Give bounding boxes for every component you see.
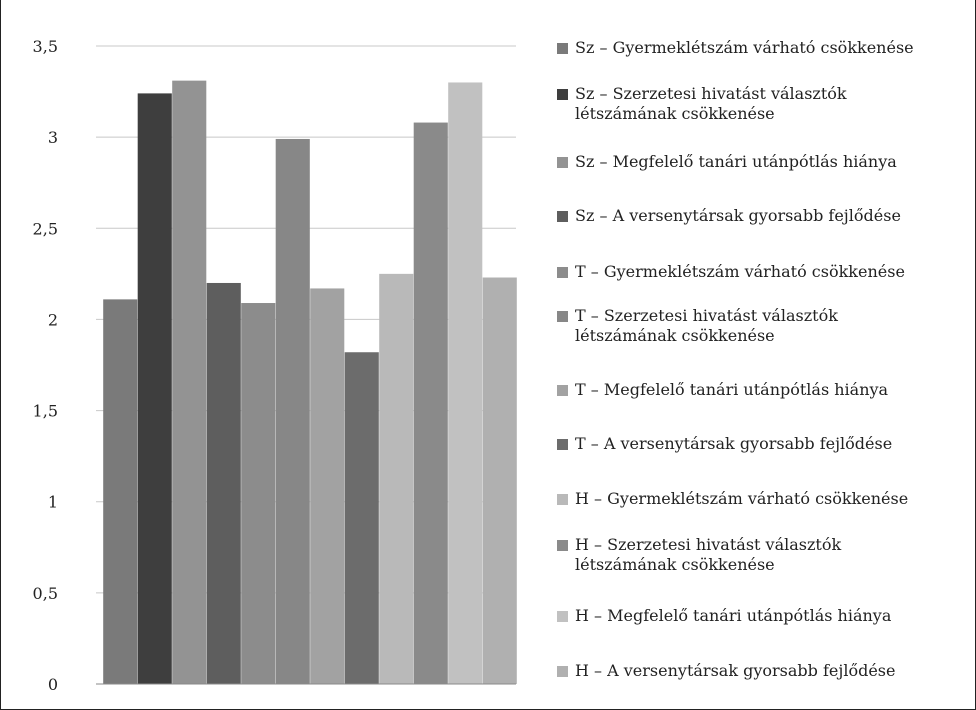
legend-label-line: létszámának csökkenése xyxy=(575,104,775,123)
bar-11 xyxy=(448,82,483,684)
legend-label-line: Sz – Szerzetesi hivatást választók xyxy=(575,84,847,103)
legend-item: H – Szerzetesi hivatást választók létszám… xyxy=(557,535,973,575)
legend-label-line: létszámának csökkenése xyxy=(575,326,775,345)
bar-1 xyxy=(103,299,138,684)
legend-swatch xyxy=(557,89,568,100)
legend-swatch xyxy=(557,611,568,622)
legend-label-line: Sz – Gyermeklétszám várható csökkenése xyxy=(575,38,914,57)
legend-label: Sz – Megfelelő tanári utánpótlás hiánya xyxy=(575,152,973,172)
legend-label-line: T – A versenytársak gyorsabb fejlődése xyxy=(575,434,893,453)
bar-10 xyxy=(413,122,448,684)
y-tick-label: 2,5 xyxy=(33,219,58,238)
y-tick-label: 0,5 xyxy=(33,584,58,603)
legend-label-line: T – Megfelelő tanári utánpótlás hiánya xyxy=(575,380,889,399)
y-tick-label: 1,5 xyxy=(33,402,58,421)
legend-swatch xyxy=(557,267,568,278)
legend-swatch xyxy=(557,494,568,505)
legend-item: T – Gyermeklétszám várható csökkenése xyxy=(557,262,973,282)
legend-label-line: H – Szerzetesi hivatást választók xyxy=(575,535,842,554)
legend-swatch xyxy=(557,157,568,168)
legend-item: Sz – A versenytársak gyorsabb fejlődése xyxy=(557,206,973,226)
legend-swatch xyxy=(557,311,568,322)
legend-label: H – Szerzetesi hivatást választók létszám… xyxy=(575,535,973,575)
legend-label-line: Sz – A versenytársak gyorsabb fejlődése xyxy=(575,206,901,225)
legend-swatch xyxy=(557,43,568,54)
legend-label: H – Megfelelő tanári utánpótlás hiánya xyxy=(575,606,973,626)
legend-label: T – Megfelelő tanári utánpótlás hiánya xyxy=(575,380,973,400)
legend-label: H – A versenytársak gyorsabb fejlődése xyxy=(575,661,973,681)
legend-label: H – Gyermeklétszám várható csökkenése xyxy=(575,489,973,509)
legend-label: Sz – A versenytársak gyorsabb fejlődése xyxy=(575,206,973,226)
legend-item: Sz – Gyermeklétszám várható csökkenése xyxy=(557,38,973,58)
legend-swatch xyxy=(557,385,568,396)
legend-swatch xyxy=(557,439,568,450)
legend-label-line: létszámának csökkenése xyxy=(575,555,775,574)
y-tick-label: 3 xyxy=(48,128,58,147)
bar-8 xyxy=(344,352,379,684)
y-tick-label: 1 xyxy=(48,493,58,512)
legend-label: T – Szerzetesi hivatást választók létszám… xyxy=(575,306,973,346)
bars xyxy=(103,80,517,685)
bar-12 xyxy=(482,277,517,684)
bar-3 xyxy=(172,80,207,685)
legend-item: Sz – Megfelelő tanári utánpótlás hiánya xyxy=(557,152,973,172)
bar-2 xyxy=(137,93,172,684)
bar-chart: 0 0,5 1 1,5 2 2,5 3 3,5 xyxy=(33,37,517,694)
legend-swatch xyxy=(557,666,568,677)
y-axis-ticks: 0 0,5 1 1,5 2 2,5 3 3,5 xyxy=(33,37,58,694)
bar-5 xyxy=(241,303,276,684)
legend-item: T – A versenytársak gyorsabb fejlődése xyxy=(557,434,973,454)
legend-label: Sz – Szerzetesi hivatást választók létszá… xyxy=(575,84,973,124)
bar-4 xyxy=(206,282,241,684)
legend-label: Sz – Gyermeklétszám várható csökkenése xyxy=(575,38,973,58)
bar-7 xyxy=(310,288,345,684)
y-tick-label: 3,5 xyxy=(33,37,58,56)
legend-swatch xyxy=(557,540,568,551)
legend-item: Sz – Szerzetesi hivatást választók létszá… xyxy=(557,84,973,124)
legend-label: T – A versenytársak gyorsabb fejlődése xyxy=(575,434,973,454)
legend-item: H – Megfelelő tanári utánpótlás hiánya xyxy=(557,606,973,626)
legend-label-line: H – A versenytársak gyorsabb fejlődése xyxy=(575,661,896,680)
legend-label-line: Sz – Megfelelő tanári utánpótlás hiánya xyxy=(575,152,897,171)
y-tick-label: 0 xyxy=(48,675,58,694)
bar-9 xyxy=(379,273,414,684)
legend-label-line: H – Megfelelő tanári utánpótlás hiánya xyxy=(575,606,892,625)
bar-6 xyxy=(275,138,310,685)
legend-label-line: T – Gyermeklétszám várható csökkenése xyxy=(575,262,905,281)
legend-item: T – Megfelelő tanári utánpótlás hiánya xyxy=(557,380,973,400)
legend: Sz – Gyermeklétszám várható csökkenése Sz… xyxy=(557,0,973,710)
legend-swatch xyxy=(557,211,568,222)
legend-label-line: H – Gyermeklétszám várható csökkenése xyxy=(575,489,909,508)
legend-item: H – Gyermeklétszám várható csökkenése xyxy=(557,489,973,509)
legend-item: T – Szerzetesi hivatást választók létszám… xyxy=(557,306,973,346)
legend-label-line: T – Szerzetesi hivatást választók xyxy=(575,306,838,325)
legend-label: T – Gyermeklétszám várható csökkenése xyxy=(575,262,973,282)
y-tick-label: 2 xyxy=(48,310,58,329)
legend-item: H – A versenytársak gyorsabb fejlődése xyxy=(557,661,973,681)
